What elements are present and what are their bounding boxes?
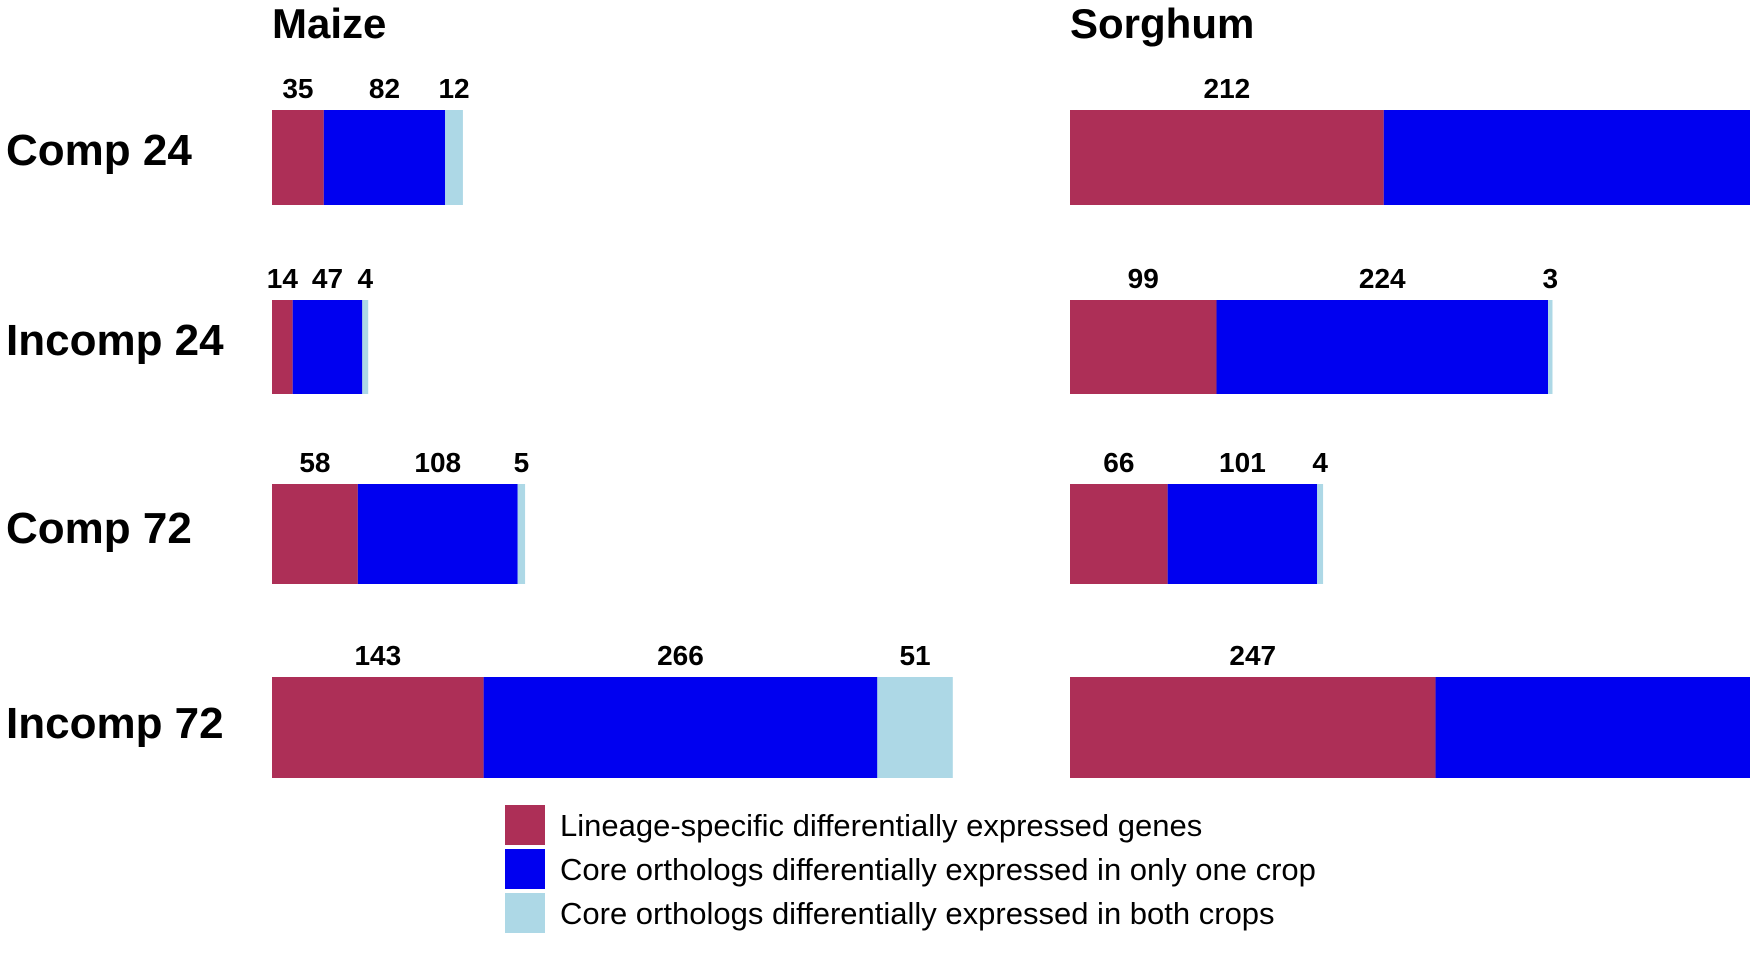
value-label-1-3-0: 247 <box>1229 640 1276 671</box>
row-label-3: Incomp 72 <box>6 699 224 748</box>
value-label-1-1-1: 224 <box>1359 263 1406 294</box>
value-label-1-1-2: 3 <box>1542 263 1558 294</box>
bar-segment-0-2-0 <box>272 484 358 584</box>
bar-segment-1-2-1 <box>1167 484 1318 584</box>
legend-swatch-2 <box>505 893 545 933</box>
bar-segment-0-3-1 <box>483 677 878 778</box>
bar-segment-1-2-2 <box>1317 484 1324 584</box>
value-label-0-3-2: 51 <box>899 640 930 671</box>
bar-segment-1-0-0 <box>1070 110 1384 205</box>
value-label-0-3-1: 266 <box>657 640 704 671</box>
value-label-0-1-1: 47 <box>312 263 343 294</box>
bar-segment-1-2-0 <box>1070 484 1168 584</box>
bar-segment-0-2-2 <box>517 484 526 584</box>
bar-segment-0-2-1 <box>357 484 518 584</box>
bar-segment-0-3-0 <box>272 677 484 778</box>
legend-label-0: Lineage-specific differentially expresse… <box>560 808 1202 843</box>
value-label-1-1-0: 99 <box>1128 263 1159 294</box>
row-label-0: Comp 24 <box>6 126 192 175</box>
value-label-0-0-1: 82 <box>369 73 400 104</box>
bar-segment-0-1-0 <box>272 300 293 394</box>
legend-label-2: Core orthologs differentially expressed … <box>560 896 1275 931</box>
value-label-0-2-2: 5 <box>514 447 530 478</box>
value-label-0-1-2: 4 <box>357 263 373 294</box>
bar-segment-1-1-2 <box>1548 300 1553 394</box>
bar-segment-1-0-1 <box>1383 110 1750 205</box>
legend-swatch-1 <box>505 849 545 889</box>
bar-segment-1-3-1 <box>1435 677 1750 778</box>
bar-segment-1-1-1 <box>1216 300 1549 394</box>
bar-segment-0-0-1 <box>323 110 446 205</box>
value-label-0-0-0: 35 <box>282 73 313 104</box>
bar-segment-0-0-0 <box>272 110 324 205</box>
legend-swatch-0 <box>505 805 545 845</box>
panel-title-sorghum: Sorghum <box>1070 0 1254 47</box>
legend-label-1: Core orthologs differentially expressed … <box>560 852 1316 887</box>
bar-segment-0-1-1 <box>292 300 363 394</box>
value-label-0-2-0: 58 <box>299 447 330 478</box>
bar-segment-1-3-0 <box>1070 677 1436 778</box>
value-label-1-2-1: 101 <box>1219 447 1266 478</box>
panel-title-maize: Maize <box>272 0 386 47</box>
value-label-0-3-0: 143 <box>354 640 401 671</box>
value-label-1-2-0: 66 <box>1103 447 1134 478</box>
value-label-0-2-1: 108 <box>414 447 461 478</box>
bar-segment-0-3-2 <box>877 677 953 778</box>
value-label-0-0-2: 12 <box>438 73 469 104</box>
bar-segment-0-1-2 <box>362 300 369 394</box>
value-label-0-1-0: 14 <box>267 263 299 294</box>
value-label-1-2-2: 4 <box>1312 447 1328 478</box>
bar-segment-1-1-0 <box>1070 300 1217 394</box>
bar-segment-0-0-2 <box>445 110 463 205</box>
row-label-1: Incomp 24 <box>6 316 224 365</box>
row-label-2: Comp 72 <box>6 504 192 553</box>
value-label-1-0-0: 212 <box>1204 73 1251 104</box>
